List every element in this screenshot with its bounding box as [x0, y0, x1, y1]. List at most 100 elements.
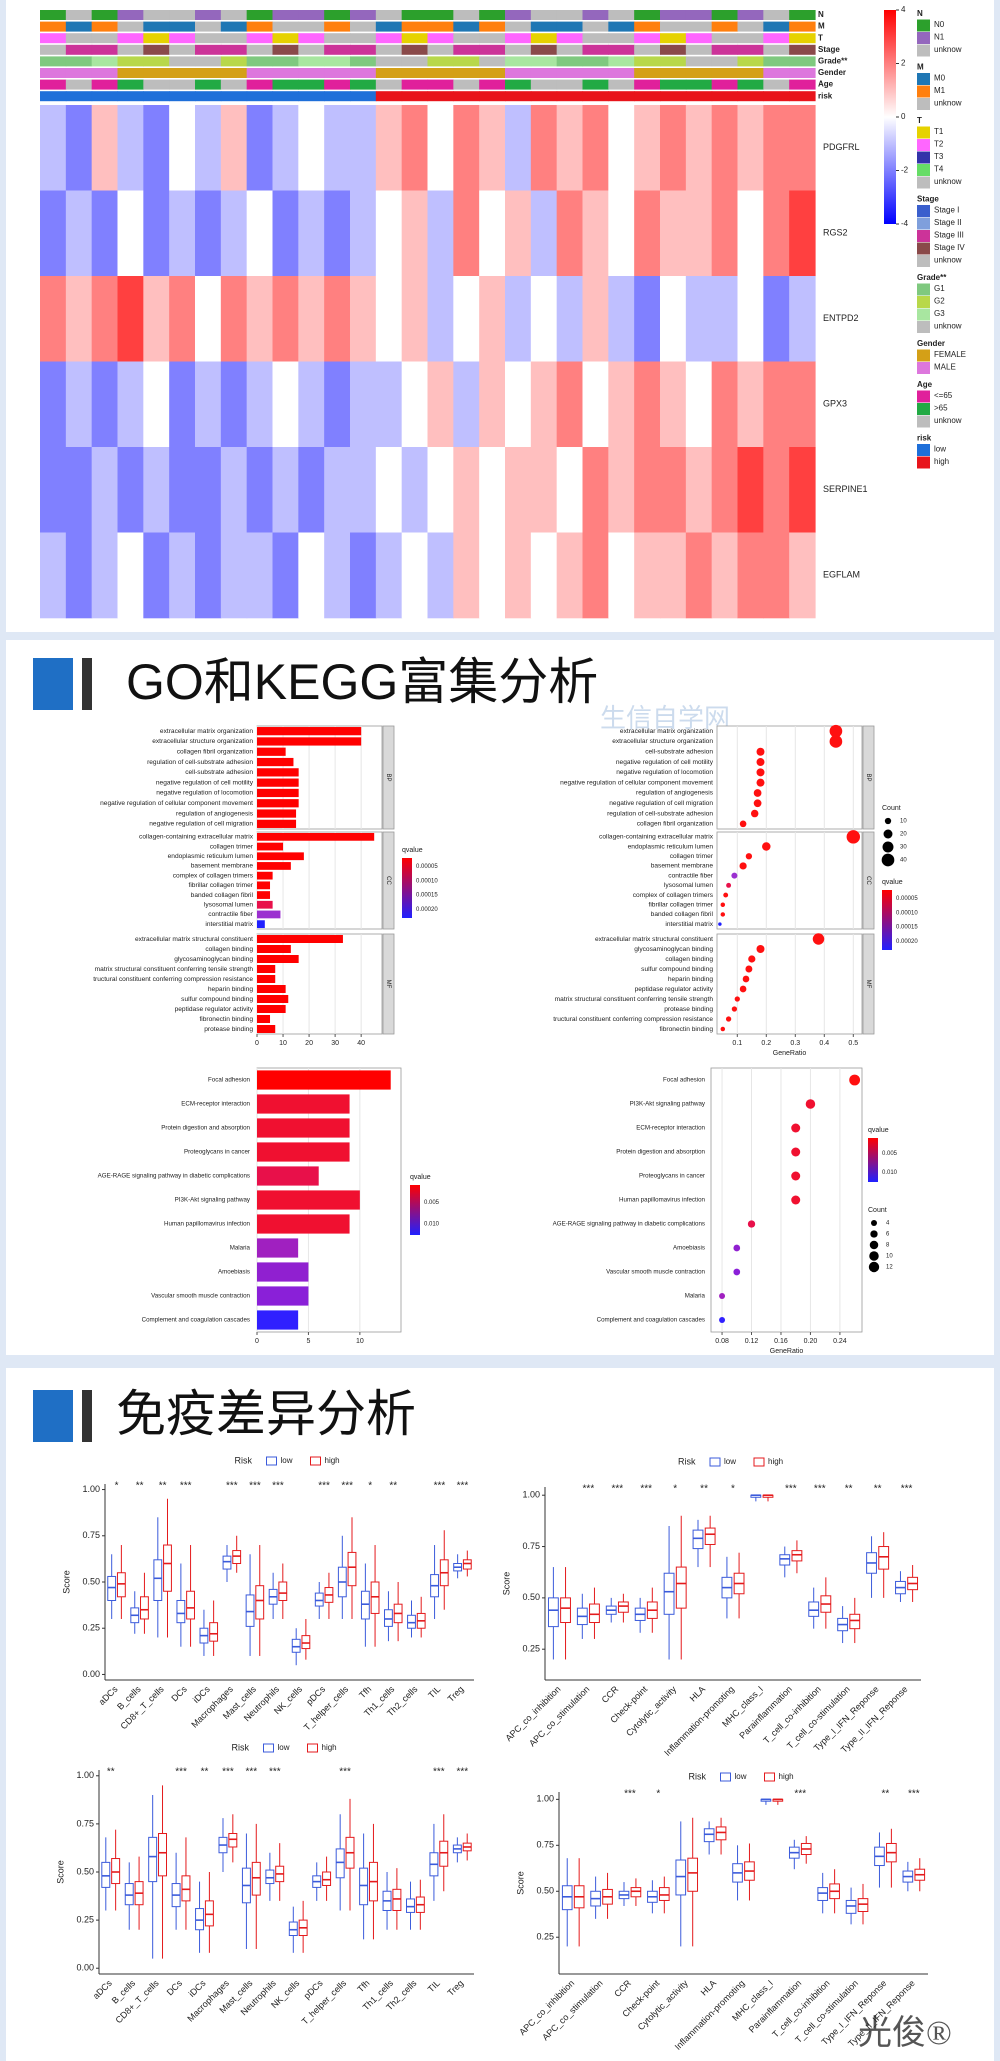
- x-tick-label: 0.5: [848, 1040, 858, 1047]
- term-label: extracellular matrix organization: [160, 728, 253, 735]
- annotation-cell: [375, 21, 403, 32]
- significance: ***: [457, 1481, 469, 1492]
- legend-title: qvalue: [882, 879, 903, 886]
- count-key: [871, 1220, 877, 1226]
- heat-cell: [582, 532, 609, 619]
- annotation-cell: [479, 33, 506, 44]
- bar: [257, 935, 343, 943]
- term-label: regulation of angiogenesis: [176, 810, 254, 817]
- box: [195, 1908, 205, 1931]
- heat-cell: [608, 361, 635, 448]
- annotation-cell: [634, 79, 661, 90]
- heat-cell: [530, 276, 558, 362]
- term-label: Human papillomavirus infection: [164, 1221, 251, 1228]
- term-label: collagen trimer: [670, 853, 714, 860]
- box: [845, 1899, 857, 1914]
- legend-swatch: [917, 98, 930, 110]
- annotation-cell: [91, 79, 119, 90]
- annotation-cell: [453, 56, 480, 67]
- legend-swatch: [917, 85, 930, 98]
- box: [791, 1550, 803, 1562]
- heat-cell: [479, 447, 506, 533]
- box: [347, 1551, 357, 1587]
- annotation-cell: [143, 91, 170, 102]
- legend-label: <=65: [934, 391, 953, 400]
- annotation-cell: [401, 68, 429, 78]
- heat-cell: [324, 532, 351, 619]
- box: [692, 1529, 704, 1550]
- heat-cell: [220, 276, 248, 362]
- significance: ***: [433, 1767, 445, 1778]
- heat-cell: [453, 447, 480, 533]
- box: [335, 1848, 345, 1879]
- term-label: collagen-containing extracellular matrix: [139, 834, 254, 841]
- x-tick-label: 20: [305, 1040, 313, 1047]
- annotation-cell: [65, 91, 93, 102]
- annotation-cell: [143, 21, 170, 32]
- heat-cell: [65, 361, 93, 448]
- term-label: PI3K-Akt signaling pathway: [175, 1197, 251, 1204]
- significance: ***: [226, 1481, 238, 1492]
- heat-cell: [711, 276, 739, 362]
- annotation-cell: [401, 10, 429, 20]
- annotation-cell: [453, 44, 480, 55]
- axis-label: Score: [501, 1572, 511, 1596]
- legend-swatch: [917, 255, 930, 267]
- legend-swatch: [917, 32, 930, 44]
- legend-swatch: [917, 349, 930, 362]
- annotation-cell: [298, 10, 325, 20]
- axis-label: Score: [55, 1860, 65, 1884]
- annotation-cell: [608, 68, 635, 78]
- box: [228, 1833, 238, 1848]
- scale-tick-label: -2: [901, 166, 909, 175]
- heat-cell: [711, 190, 739, 277]
- annotation-cell: [195, 21, 222, 32]
- box: [704, 1527, 716, 1545]
- term-label: matrix structural constituent conferring…: [95, 966, 254, 973]
- box: [561, 1885, 573, 1911]
- header-icon: [33, 1390, 73, 1442]
- box: [222, 1555, 232, 1570]
- track-label: Stage: [818, 45, 840, 54]
- annotation-cell: [195, 91, 222, 102]
- annotation-cell: [582, 10, 609, 20]
- annotation-cell: [530, 56, 558, 67]
- annotation-cell: [375, 91, 403, 102]
- term-label: Proteoglycans in cancer: [184, 1149, 250, 1156]
- bar: [257, 945, 291, 953]
- annotation-cell: [453, 21, 480, 32]
- annotation-cell: [530, 44, 558, 55]
- term-label: Malaria: [230, 1245, 251, 1252]
- heat-cell: [608, 276, 635, 362]
- bar: [257, 1015, 271, 1023]
- bar: [257, 1310, 299, 1330]
- bar: [257, 788, 299, 798]
- significance: *: [368, 1481, 372, 1492]
- annotation-cell: [143, 79, 170, 90]
- bar: [257, 871, 273, 880]
- heat-cell: [479, 105, 506, 191]
- track-label: Gender: [818, 68, 846, 77]
- box: [547, 1597, 559, 1628]
- annotation-cell: [324, 91, 351, 102]
- annotation-cell: [375, 68, 403, 78]
- heat-cell: [65, 532, 93, 619]
- heat-cell: [608, 447, 635, 533]
- legend-label: low: [278, 1743, 290, 1752]
- heat-cell: [324, 447, 351, 533]
- annotation-cell: [582, 91, 609, 102]
- facet-strip: [862, 933, 875, 1035]
- annotation-cell: [505, 33, 532, 44]
- annotation-cell: [556, 91, 584, 102]
- annotation-cell: [401, 79, 429, 90]
- annotation-cell: [401, 56, 429, 67]
- significance: *: [115, 1481, 119, 1492]
- term-label: sulfur compound binding: [641, 966, 713, 973]
- annotation-cell: [246, 68, 274, 78]
- term-label: negative regulation of cell migration: [609, 800, 713, 807]
- header-icon: [82, 658, 92, 710]
- annotation-cell: [737, 33, 764, 44]
- qvalue-scale: [868, 1138, 878, 1182]
- term-label: Protein digestion and absorption: [161, 1125, 250, 1132]
